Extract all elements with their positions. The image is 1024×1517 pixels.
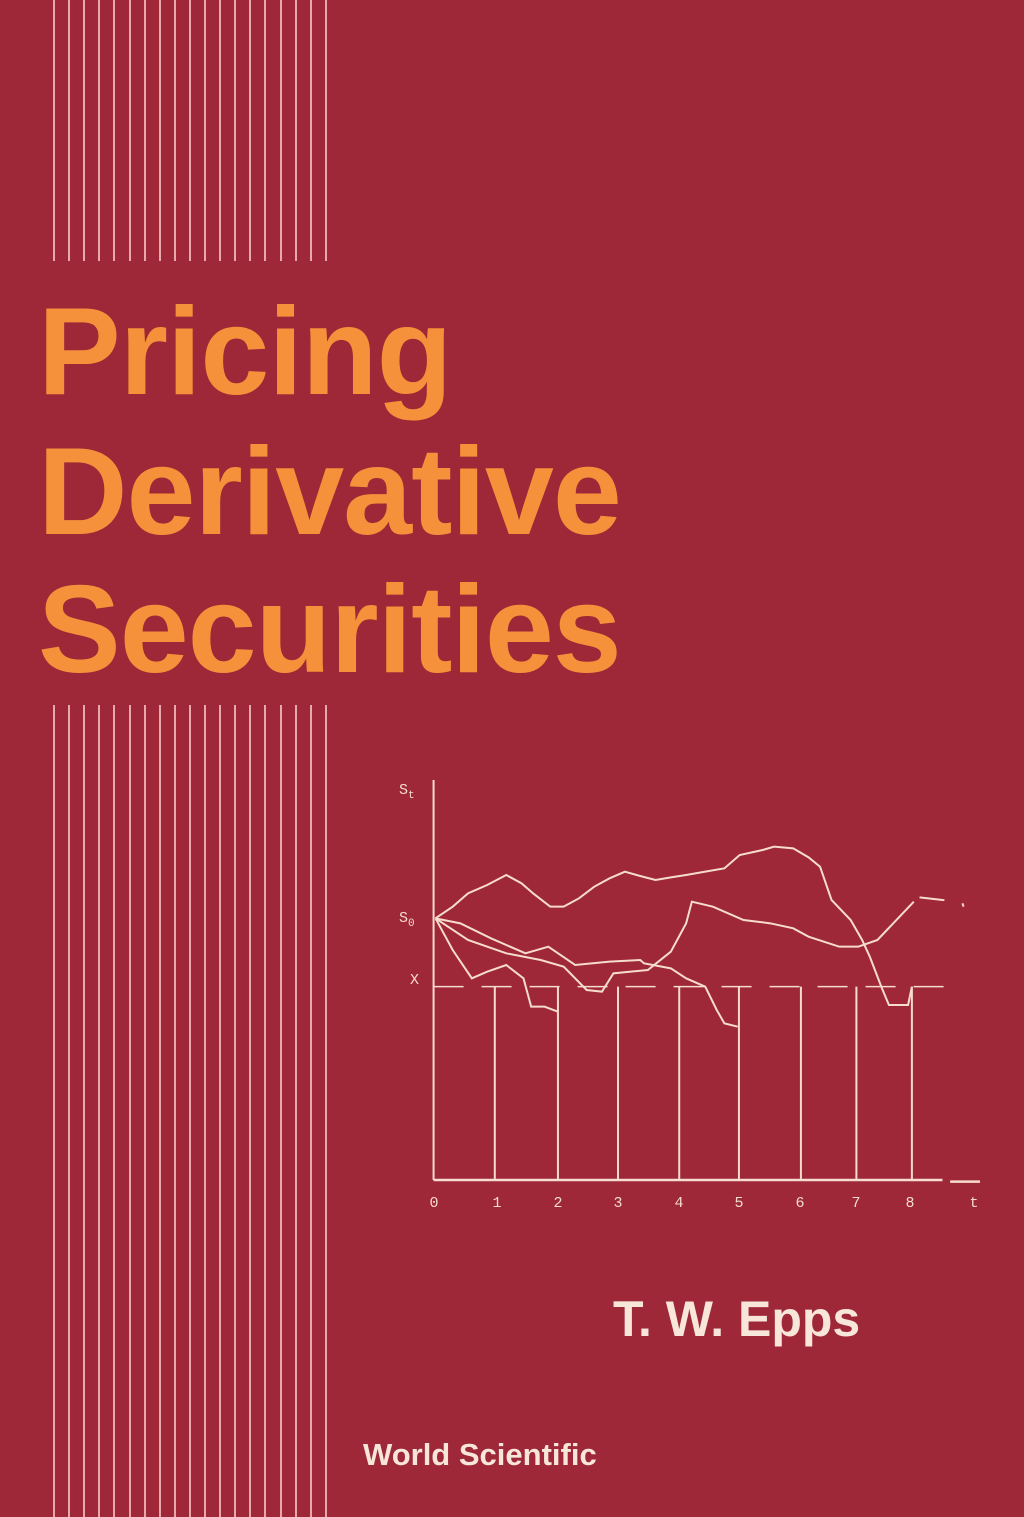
stripe-line	[249, 0, 252, 261]
x-axis-label: t	[969, 1195, 979, 1212]
stripe-line	[309, 705, 312, 1517]
start-price-label: S0	[399, 910, 415, 930]
x-tick-label: 0	[429, 1195, 439, 1212]
stripe-line	[98, 705, 101, 1517]
strike-label: X	[410, 972, 420, 989]
stripe-line	[324, 705, 327, 1517]
stripe-line	[234, 705, 237, 1517]
decorative-stripes-top	[53, 0, 333, 261]
stripe-line	[294, 705, 297, 1517]
price-path-3	[435, 918, 737, 1026]
stripe-line	[279, 705, 282, 1517]
stripe-line	[204, 705, 206, 1517]
price-path-2	[435, 918, 557, 1011]
publisher: World Scientific	[363, 1437, 597, 1472]
stripe-line	[219, 705, 222, 1517]
price-path-illustration	[380, 770, 980, 1220]
x-tick-label: 4	[674, 1195, 684, 1212]
period-verticals	[495, 987, 912, 1180]
stripe-line	[113, 0, 116, 261]
stripe-line	[188, 705, 191, 1517]
x-tick-label: 5	[734, 1195, 744, 1212]
stripe-line	[173, 0, 176, 261]
stripe-line	[249, 705, 252, 1517]
stripe-line	[158, 0, 161, 261]
author: T. W. Epps	[613, 1291, 861, 1347]
y-axis-label: St	[399, 782, 415, 802]
stripe-line	[188, 0, 191, 261]
stripe-line	[219, 0, 222, 261]
stripe-line	[158, 705, 161, 1517]
price-path-4-continuation	[920, 897, 964, 906]
x-tick-label: 6	[795, 1195, 805, 1212]
x-tick-label: 2	[553, 1195, 563, 1212]
stripe-line	[113, 705, 116, 1517]
stripe-line	[143, 0, 146, 261]
stripe-line	[204, 0, 206, 261]
x-tick-label: 8	[905, 1195, 915, 1212]
stripe-line	[294, 0, 297, 261]
stripe-line	[309, 0, 312, 261]
title-line-1: Pricing	[38, 283, 452, 421]
price-path-4	[435, 902, 913, 992]
stripe-line	[143, 705, 146, 1517]
stripe-line	[128, 705, 131, 1517]
stripe-line	[68, 0, 71, 261]
stripe-line	[264, 705, 267, 1517]
stripe-line	[83, 705, 86, 1517]
price-path-1	[435, 847, 911, 1005]
stripe-line	[53, 0, 55, 261]
stripe-line	[173, 705, 176, 1517]
stripe-line	[128, 0, 131, 261]
title-line-2: Derivative	[38, 423, 622, 561]
stripe-line	[279, 0, 282, 261]
x-tick-label: 7	[851, 1195, 861, 1212]
decorative-stripes-bottom	[53, 705, 333, 1517]
x-tick-label: 1	[492, 1195, 502, 1212]
stripe-line	[53, 705, 55, 1517]
title-line-3: Securities	[38, 561, 622, 699]
stripe-line	[324, 0, 327, 261]
stripe-line	[83, 0, 86, 261]
stripe-line	[264, 0, 267, 261]
stripe-line	[68, 705, 71, 1517]
x-tick-label: 3	[613, 1195, 623, 1212]
stripe-line	[98, 0, 101, 261]
stripe-line	[234, 0, 237, 261]
